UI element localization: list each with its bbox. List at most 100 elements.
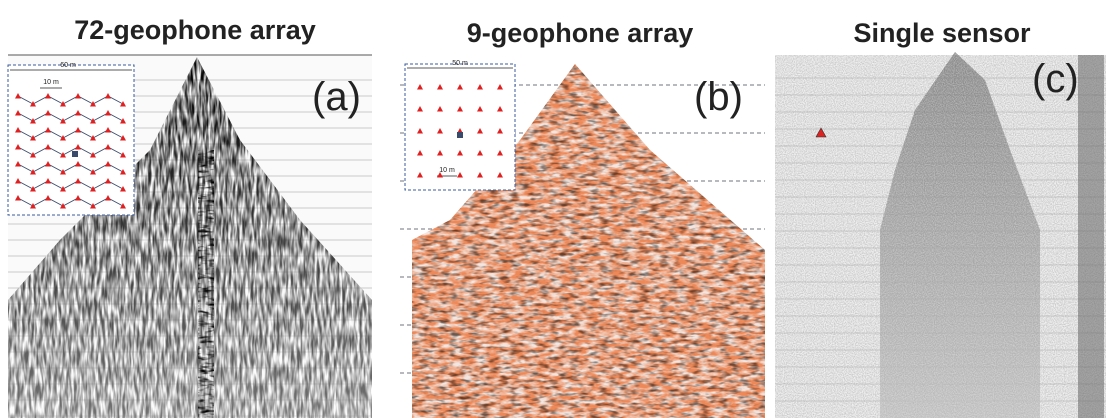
geophone bbox=[75, 195, 81, 201]
array-inset bbox=[7, 64, 135, 216]
scale-label: 50 m bbox=[452, 60, 468, 67]
geophone bbox=[75, 178, 81, 184]
geophone bbox=[437, 150, 443, 156]
panel-title: 9-geophone array bbox=[467, 18, 694, 48]
geophone bbox=[60, 203, 66, 209]
geophone bbox=[15, 93, 21, 99]
sensor-marker bbox=[815, 127, 827, 138]
array-link bbox=[17, 112, 124, 122]
geophone bbox=[30, 186, 36, 192]
geophone bbox=[417, 84, 423, 90]
geophone bbox=[497, 84, 503, 90]
geophone bbox=[30, 203, 36, 209]
geophone bbox=[90, 101, 96, 107]
geophone bbox=[30, 101, 36, 107]
geophone bbox=[457, 84, 463, 90]
array-link bbox=[17, 163, 124, 173]
seismic-streak bbox=[198, 150, 214, 418]
geophone bbox=[60, 152, 66, 158]
geophone bbox=[105, 110, 111, 116]
array-link bbox=[17, 197, 124, 207]
geophone bbox=[45, 161, 51, 167]
geophone bbox=[105, 127, 111, 133]
geophone bbox=[60, 135, 66, 141]
geophone bbox=[120, 118, 126, 124]
geophone bbox=[477, 106, 483, 112]
geophone bbox=[45, 178, 51, 184]
geophone bbox=[15, 127, 21, 133]
geophone bbox=[457, 106, 463, 112]
geophone bbox=[45, 144, 51, 150]
geophone bbox=[75, 93, 81, 99]
geophone bbox=[120, 186, 126, 192]
geophone bbox=[90, 169, 96, 175]
geophone bbox=[417, 172, 423, 178]
geophone bbox=[75, 127, 81, 133]
geophone bbox=[105, 195, 111, 201]
noise-band bbox=[1078, 55, 1104, 418]
array-inset bbox=[404, 63, 516, 191]
array-link bbox=[17, 95, 124, 105]
geophone bbox=[105, 93, 111, 99]
geophone bbox=[45, 110, 51, 116]
geophone bbox=[477, 128, 483, 134]
panel-a: 60 m 10 m (a) bbox=[7, 54, 372, 418]
geophone bbox=[497, 128, 503, 134]
geophone bbox=[60, 169, 66, 175]
geophone bbox=[30, 169, 36, 175]
geophone bbox=[437, 172, 443, 178]
geophone bbox=[497, 172, 503, 178]
geophone bbox=[15, 161, 21, 167]
array-link bbox=[17, 146, 124, 156]
geophone bbox=[497, 106, 503, 112]
geophone bbox=[15, 144, 21, 150]
scale-label: 10 m bbox=[439, 167, 455, 174]
geophone bbox=[105, 161, 111, 167]
geophone bbox=[120, 169, 126, 175]
array-link bbox=[17, 129, 124, 139]
geophone bbox=[30, 152, 36, 158]
panel-c: (c) bbox=[775, 52, 1106, 418]
geophone bbox=[120, 152, 126, 158]
geophone bbox=[437, 84, 443, 90]
geophone bbox=[15, 195, 21, 201]
array-link bbox=[17, 180, 124, 190]
geophone bbox=[90, 118, 96, 124]
geophone bbox=[90, 152, 96, 158]
geophone bbox=[45, 93, 51, 99]
geophone bbox=[417, 128, 423, 134]
geophone bbox=[75, 144, 81, 150]
geophone bbox=[457, 172, 463, 178]
geophone bbox=[417, 150, 423, 156]
geophone bbox=[437, 106, 443, 112]
panel-b: 50 m 10 m (b) bbox=[400, 55, 765, 418]
geophone bbox=[457, 150, 463, 156]
panel-label: (a) bbox=[312, 75, 361, 119]
geophone bbox=[30, 118, 36, 124]
geophone bbox=[105, 178, 111, 184]
source-marker bbox=[457, 132, 463, 138]
geophone bbox=[477, 172, 483, 178]
geophone bbox=[90, 135, 96, 141]
panel-title: Single sensor bbox=[853, 18, 1031, 48]
geophone bbox=[417, 106, 423, 112]
scale-label: 60 m bbox=[60, 62, 76, 69]
geophone bbox=[60, 118, 66, 124]
geophone bbox=[90, 186, 96, 192]
geophone bbox=[120, 101, 126, 107]
geophone bbox=[75, 161, 81, 167]
geophone bbox=[15, 178, 21, 184]
geophone bbox=[45, 195, 51, 201]
geophone bbox=[120, 135, 126, 141]
geophone bbox=[60, 101, 66, 107]
geophone bbox=[105, 144, 111, 150]
geophone bbox=[437, 128, 443, 134]
panel-title: 72-geophone array bbox=[74, 15, 316, 45]
geophone bbox=[90, 203, 96, 209]
geophone bbox=[120, 203, 126, 209]
geophone bbox=[45, 127, 51, 133]
geophone bbox=[477, 150, 483, 156]
scale-label: 10 m bbox=[43, 79, 59, 86]
panel-label: (b) bbox=[694, 75, 743, 119]
